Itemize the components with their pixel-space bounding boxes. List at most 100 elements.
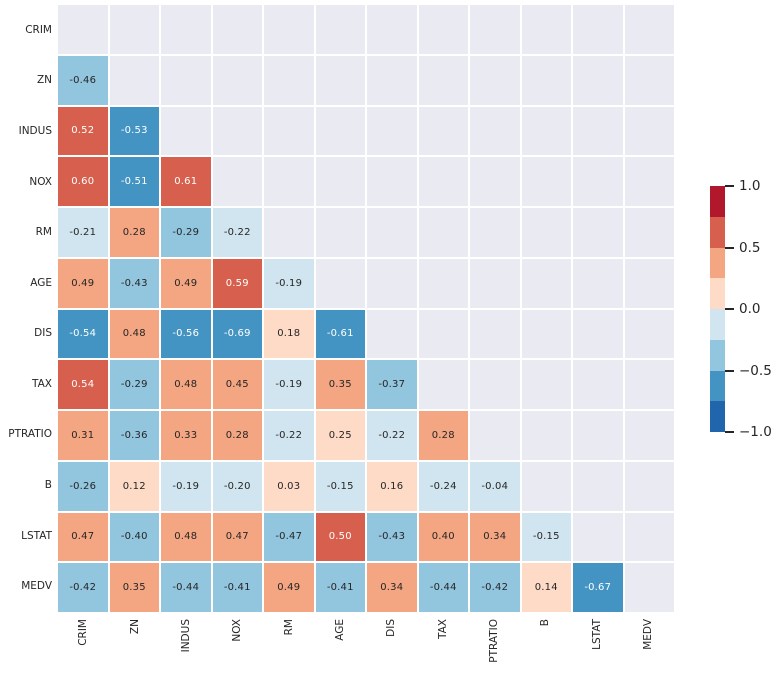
heatmap-cell: 0.34 (470, 512, 520, 562)
heatmap-cell: -0.04 (470, 461, 520, 511)
masked-cell (212, 106, 262, 156)
masked-cell (315, 157, 365, 206)
y-tick-label: ZN (36, 74, 52, 87)
heatmap-cell: 0.03 (264, 461, 314, 511)
masked-cell (470, 106, 520, 156)
masked-cell (624, 208, 674, 257)
masked-cell (624, 258, 674, 308)
masked-cell (418, 157, 468, 206)
x-tick-label: INDUS (179, 619, 192, 653)
masked-cell (264, 5, 314, 54)
masked-cell (161, 5, 211, 54)
masked-cell (418, 309, 468, 359)
colorbar-tick (725, 185, 734, 187)
masked-cell (418, 258, 468, 308)
masked-cell (470, 360, 520, 409)
masked-cell (161, 106, 211, 156)
colorbar-segment (710, 216, 725, 248)
heatmap-cell: -0.43 (109, 258, 159, 308)
heatmap-cell: -0.44 (161, 563, 211, 612)
x-tick-label: DIS (385, 619, 398, 637)
masked-cell (573, 360, 623, 409)
masked-cell (264, 106, 314, 156)
masked-cell (521, 208, 571, 257)
colorbar-tick (725, 308, 734, 310)
masked-cell (470, 157, 520, 206)
masked-cell (315, 55, 365, 105)
masked-cell (624, 563, 674, 612)
heatmap-cell: -0.67 (573, 563, 623, 612)
masked-cell (418, 208, 468, 257)
x-tick-label: ZN (128, 619, 141, 635)
masked-cell (367, 5, 417, 54)
heatmap-cell: 0.49 (264, 563, 314, 612)
heatmap-cell: -0.69 (212, 309, 262, 359)
masked-cell (521, 360, 571, 409)
heatmap-cell: 0.47 (212, 512, 262, 562)
heatmap-cell: -0.24 (418, 461, 468, 511)
x-tick-label: RM (282, 619, 295, 636)
masked-cell (624, 106, 674, 156)
x-tick-label: B (539, 619, 552, 627)
masked-cell (470, 208, 520, 257)
masked-cell (624, 55, 674, 105)
heatmap-cell: 0.60 (58, 157, 108, 206)
heatmap-cell: 0.48 (161, 360, 211, 409)
colorbar-tick-label: 0.5 (739, 239, 761, 256)
masked-cell (161, 55, 211, 105)
heatmap-cell: -0.41 (212, 563, 262, 612)
masked-cell (624, 512, 674, 562)
colorbar (710, 186, 725, 432)
masked-cell (573, 258, 623, 308)
y-tick-label: RM (35, 226, 52, 239)
heatmap-cell: 0.18 (264, 309, 314, 359)
colorbar-segment (710, 370, 725, 402)
y-tick-label: DIS (34, 327, 52, 340)
colorbar-segment (710, 339, 725, 371)
colorbar-tick-label: −1.0 (739, 424, 772, 440)
colorbar-tick (725, 246, 734, 249)
y-tick-label: MEDV (21, 580, 52, 593)
masked-cell (521, 106, 571, 156)
heatmap-cell: -0.21 (58, 208, 108, 257)
masked-cell (521, 461, 571, 511)
heatmap-cell: 0.14 (521, 563, 571, 612)
masked-cell (573, 461, 623, 511)
masked-cell (264, 208, 314, 257)
heatmap-cell: -0.53 (109, 106, 159, 156)
masked-cell (58, 5, 108, 54)
x-tick-label: CRIM (77, 619, 90, 646)
y-tick-label: B (44, 479, 52, 492)
masked-cell (212, 157, 262, 206)
heatmap-cell: 0.54 (58, 360, 108, 409)
masked-cell (573, 208, 623, 257)
heatmap-cell: -0.22 (212, 208, 262, 257)
heatmap-cell: 0.35 (109, 563, 159, 612)
heatmap-cell: 0.52 (58, 106, 108, 156)
colorbar-tick (725, 369, 734, 372)
colorbar-segment (710, 278, 725, 309)
heatmap-cell: -0.40 (109, 512, 159, 562)
masked-cell (521, 157, 571, 206)
y-tick-label: INDUS (18, 124, 52, 137)
masked-cell (470, 258, 520, 308)
masked-cell (624, 461, 674, 511)
heatmap-cell: 0.49 (58, 258, 108, 308)
masked-cell (624, 5, 674, 54)
y-tick-label: LSTAT (21, 529, 52, 542)
masked-cell (367, 309, 417, 359)
masked-cell (418, 106, 468, 156)
masked-cell (470, 411, 520, 460)
masked-cell (573, 411, 623, 460)
heatmap-cell: 0.45 (212, 360, 262, 409)
heatmap-cell: -0.61 (315, 309, 365, 359)
heatmap-cell: 0.40 (418, 512, 468, 562)
heatmap-cell: 0.28 (212, 411, 262, 460)
heatmap-cell: 0.50 (315, 512, 365, 562)
masked-cell (315, 106, 365, 156)
heatmap-cell: 0.34 (367, 563, 417, 612)
heatmap-cell: -0.20 (212, 461, 262, 511)
heatmap-cell: -0.54 (58, 309, 108, 359)
heatmap-cell: -0.41 (315, 563, 365, 612)
